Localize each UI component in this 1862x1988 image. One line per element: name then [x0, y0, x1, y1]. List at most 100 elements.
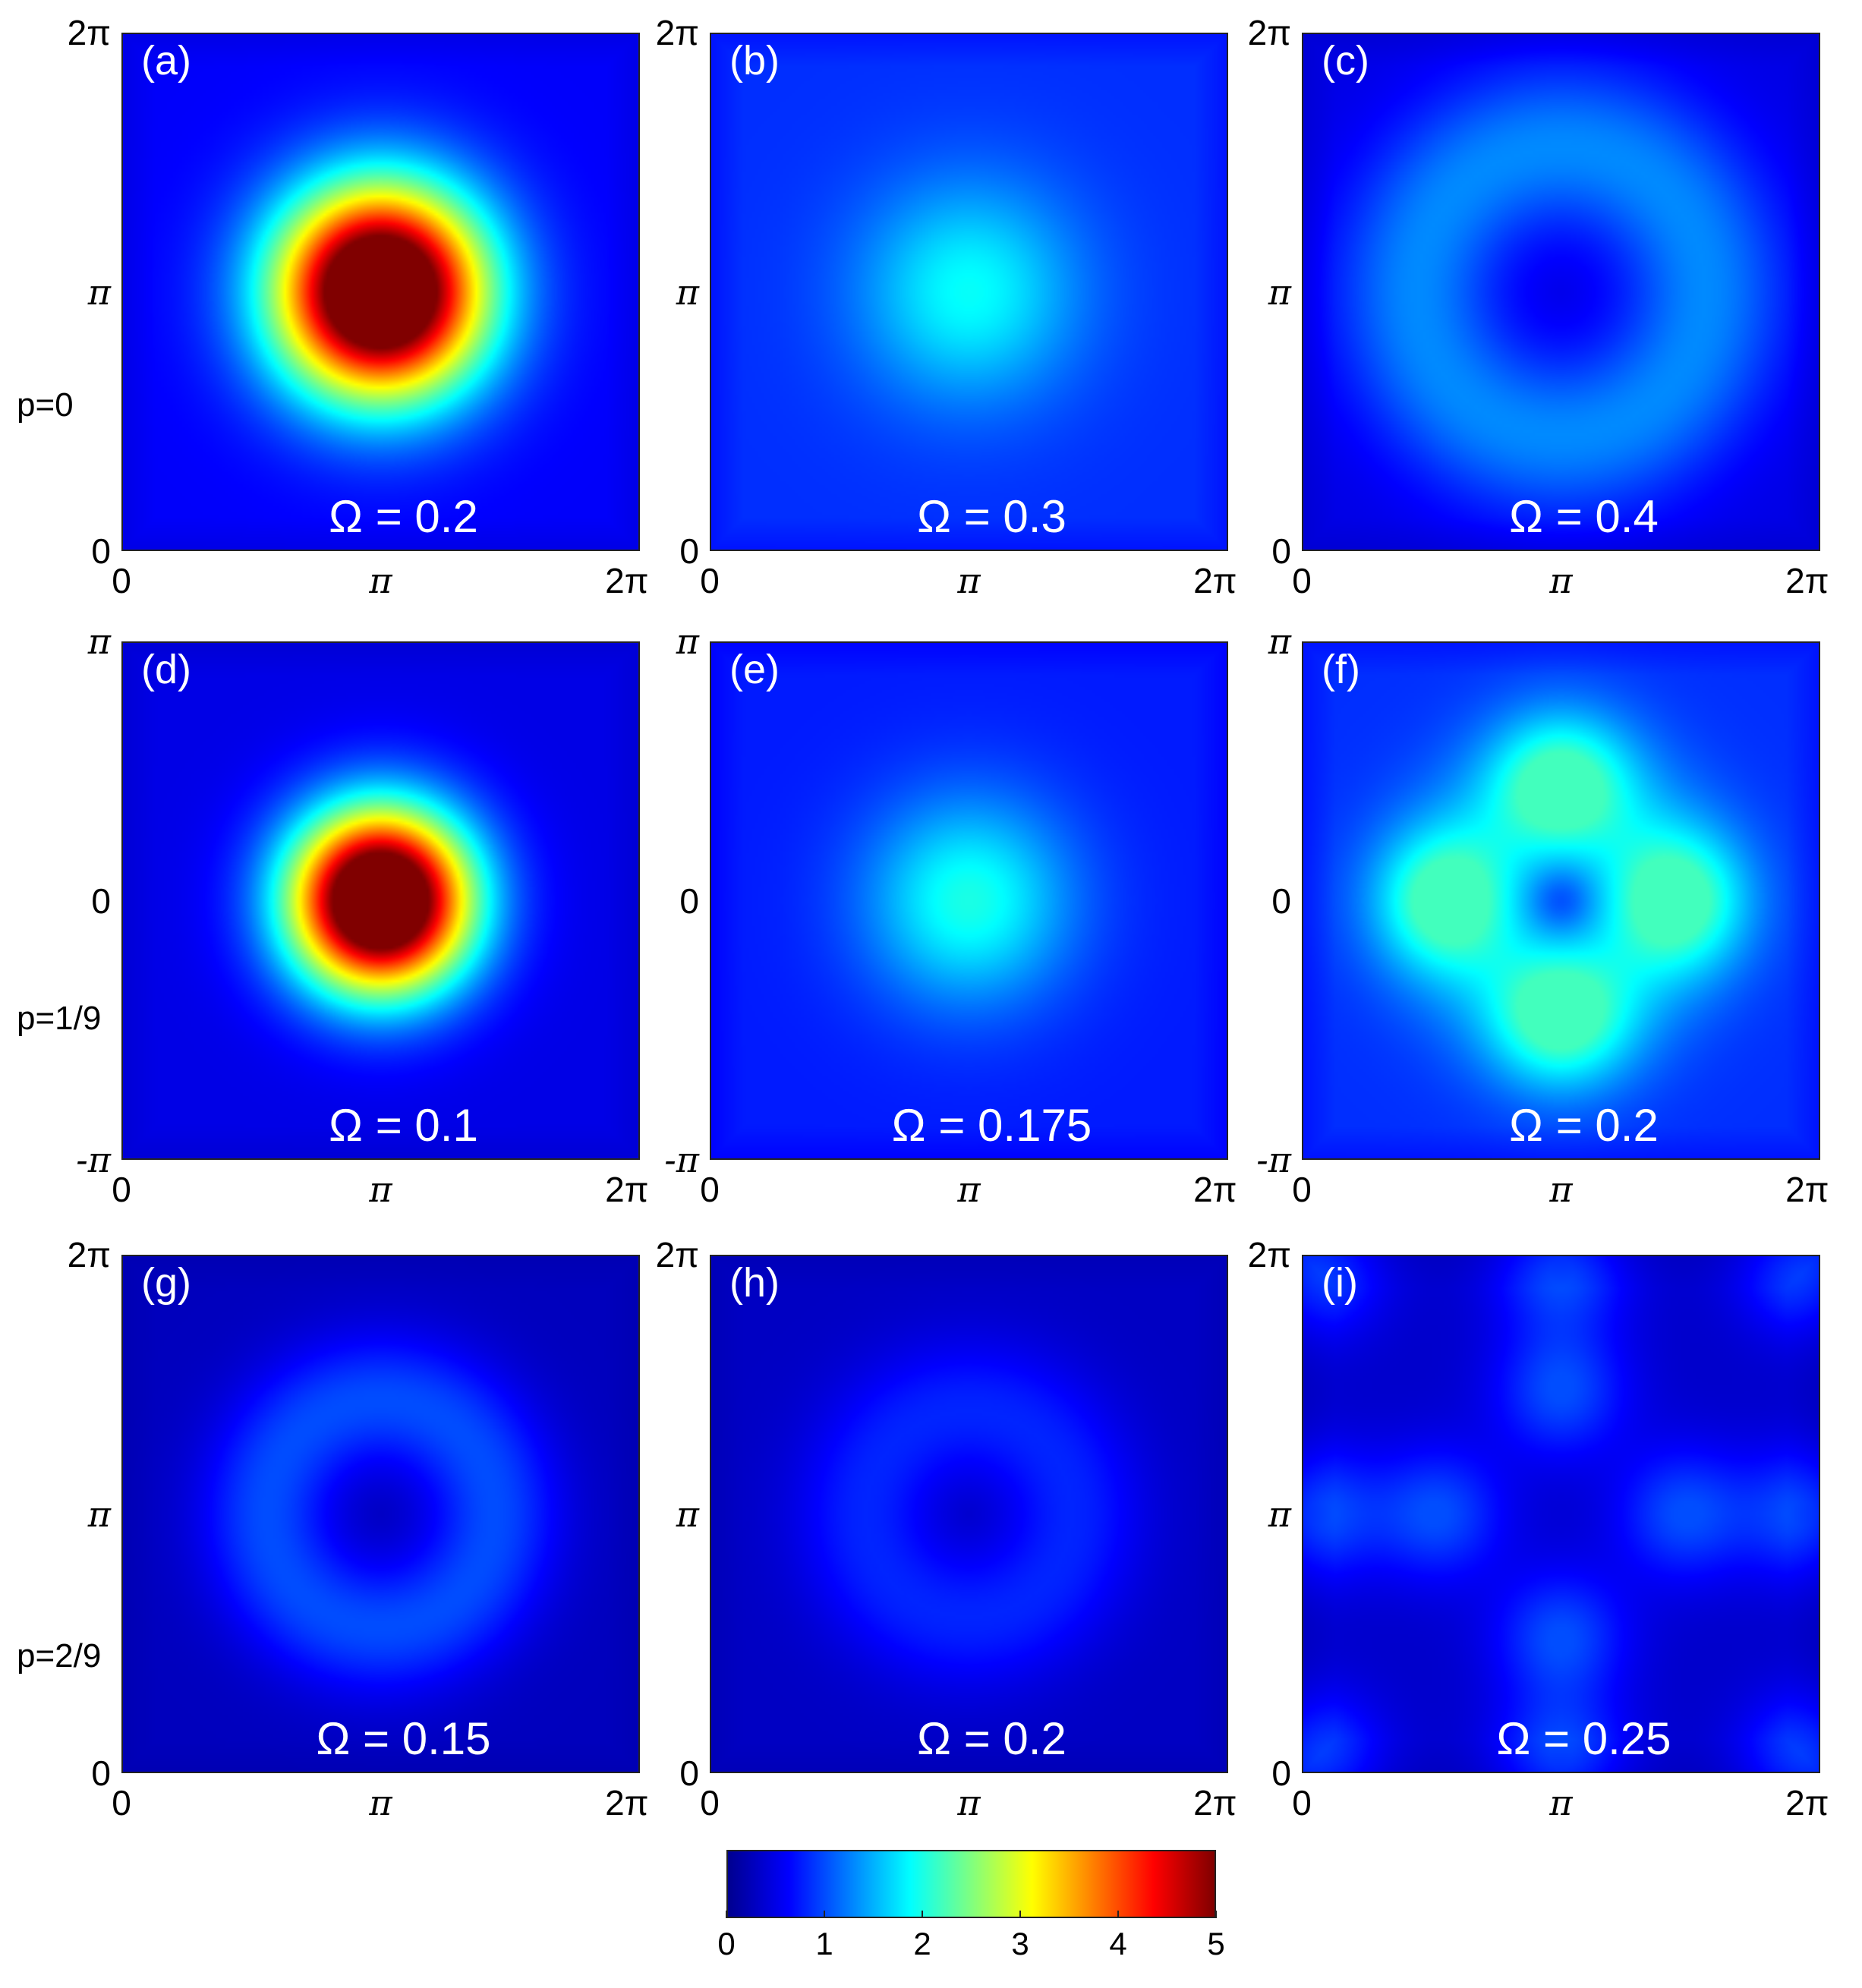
- heatmap-panel-c: (c) Ω = 0.4: [1302, 33, 1820, 551]
- x-tick-label: π: [1549, 560, 1573, 601]
- heatmap-image: [711, 34, 1227, 550]
- heatmap-panel-b: (b) Ω = 0.3: [710, 33, 1228, 551]
- x-tick-label: 0: [112, 561, 131, 600]
- x-tick-label: 0: [1292, 561, 1312, 600]
- y-tick-label: 2π: [67, 13, 111, 52]
- y-tick-label: -π: [1256, 1139, 1291, 1180]
- y-tick-label: 0: [91, 1753, 111, 1793]
- colorbar: [726, 1850, 1216, 1918]
- x-tick-label: π: [957, 1782, 981, 1823]
- panel-label: (g): [141, 1260, 191, 1306]
- y-tick-label: 0: [1271, 1753, 1291, 1793]
- y-tick-label: π: [1268, 621, 1291, 662]
- x-tick-label: 0: [112, 1170, 131, 1209]
- panel-label: (f): [1322, 647, 1360, 692]
- panel-label: (b): [729, 38, 780, 83]
- heatmap-image: [123, 643, 638, 1158]
- y-tick-label: 0: [679, 531, 699, 571]
- heatmap-image: [123, 1256, 638, 1772]
- heatmap-image: [1303, 1256, 1819, 1772]
- heatmap-panel-f: (f) Ω = 0.2: [1302, 641, 1820, 1160]
- colorbar-tick-mark: [824, 1911, 825, 1918]
- y-tick-label: 2π: [655, 13, 699, 52]
- x-tick-label: 0: [700, 561, 720, 600]
- y-tick-label: 0: [1271, 881, 1291, 921]
- heatmap-image: [1303, 643, 1819, 1158]
- colorbar-tick-mark: [1019, 1911, 1021, 1918]
- colorbar-tick-label: 2: [913, 1926, 931, 1961]
- row-label: p=0: [17, 386, 74, 424]
- x-tick-label: 2π: [1193, 1783, 1237, 1823]
- panel-omega-label: Ω = 0.175: [891, 1100, 1092, 1151]
- colorbar-tick-label: 0: [717, 1926, 736, 1961]
- x-tick-label: π: [1549, 1169, 1573, 1210]
- y-tick-label: π: [1268, 1493, 1291, 1535]
- y-tick-label: π: [676, 621, 699, 662]
- colorbar-tick-mark: [1215, 1911, 1217, 1918]
- y-tick-label: 0: [679, 881, 699, 921]
- y-tick-label: 2π: [1247, 1235, 1291, 1274]
- colorbar-tick-label: 1: [815, 1926, 833, 1961]
- x-tick-label: 2π: [605, 1170, 649, 1209]
- heatmap-panel-h: (h) Ω = 0.2: [710, 1255, 1228, 1773]
- heatmap-panel-e: (e) Ω = 0.175: [710, 641, 1228, 1160]
- y-tick-label: 0: [91, 881, 111, 921]
- y-tick-label: π: [87, 1493, 111, 1535]
- y-tick-label: π: [87, 271, 111, 313]
- panel-omega-label: Ω = 0.4: [1509, 491, 1659, 542]
- panel-label: (e): [729, 647, 780, 692]
- colorbar-tick-mark: [922, 1911, 923, 1918]
- y-tick-label: 0: [91, 531, 111, 571]
- x-tick-label: 2π: [1193, 1170, 1237, 1209]
- x-tick-label: 0: [1292, 1783, 1312, 1823]
- x-tick-label: 2π: [1785, 1783, 1829, 1823]
- panel-label: (c): [1322, 38, 1369, 83]
- heatmap-panel-g: (g) Ω = 0.15: [121, 1255, 640, 1773]
- colorbar-tick-label: 4: [1109, 1926, 1127, 1961]
- y-tick-label: 2π: [67, 1235, 111, 1274]
- y-tick-label: -π: [76, 1139, 111, 1180]
- x-tick-label: 2π: [605, 561, 649, 600]
- x-tick-label: π: [1549, 1782, 1573, 1823]
- panel-label: (a): [141, 38, 191, 83]
- panel-label: (d): [141, 647, 191, 692]
- y-tick-label: 2π: [1247, 13, 1291, 52]
- panel-omega-label: Ω = 0.15: [316, 1713, 491, 1764]
- heatmap-panel-i: (i) Ω = 0.25: [1302, 1255, 1820, 1773]
- y-tick-label: 0: [1271, 531, 1291, 571]
- x-tick-label: π: [369, 560, 392, 601]
- colorbar-tick-mark: [1117, 1911, 1119, 1918]
- y-tick-label: π: [676, 1493, 699, 1535]
- heatmap-image: [711, 1256, 1227, 1772]
- row-label: p=2/9: [17, 1637, 102, 1675]
- panel-omega-label: Ω = 0.2: [917, 1713, 1066, 1764]
- y-tick-label: -π: [664, 1139, 699, 1180]
- x-tick-label: 0: [700, 1783, 720, 1823]
- panel-omega-label: Ω = 0.25: [1496, 1713, 1671, 1764]
- heatmap-panel-a: (a) Ω = 0.2: [121, 33, 640, 551]
- y-tick-label: π: [1268, 271, 1291, 313]
- y-tick-label: 0: [679, 1753, 699, 1793]
- x-tick-label: π: [957, 1169, 981, 1210]
- x-tick-label: 2π: [1193, 561, 1237, 600]
- heatmap-image: [1303, 34, 1819, 550]
- panel-omega-label: Ω = 0.2: [1509, 1100, 1659, 1151]
- x-tick-label: π: [957, 560, 981, 601]
- x-tick-label: π: [369, 1782, 392, 1823]
- y-tick-label: 2π: [655, 1235, 699, 1274]
- y-tick-label: π: [676, 271, 699, 313]
- x-tick-label: 0: [112, 1783, 131, 1823]
- panel-omega-label: Ω = 0.2: [329, 491, 478, 542]
- panel-label: (i): [1322, 1260, 1358, 1306]
- x-tick-label: 0: [1292, 1170, 1312, 1209]
- x-tick-label: 2π: [1785, 1170, 1829, 1209]
- x-tick-label: 0: [700, 1170, 720, 1209]
- heatmap-image: [123, 34, 638, 550]
- colorbar-tick-label: 5: [1207, 1926, 1225, 1961]
- row-label: p=1/9: [17, 1000, 102, 1037]
- panel-omega-label: Ω = 0.1: [329, 1100, 478, 1151]
- heatmap-panel-d: (d) Ω = 0.1: [121, 641, 640, 1160]
- colorbar-tick-mark: [726, 1911, 727, 1918]
- colorbar-tick-label: 3: [1011, 1926, 1029, 1961]
- panel-omega-label: Ω = 0.3: [917, 491, 1066, 542]
